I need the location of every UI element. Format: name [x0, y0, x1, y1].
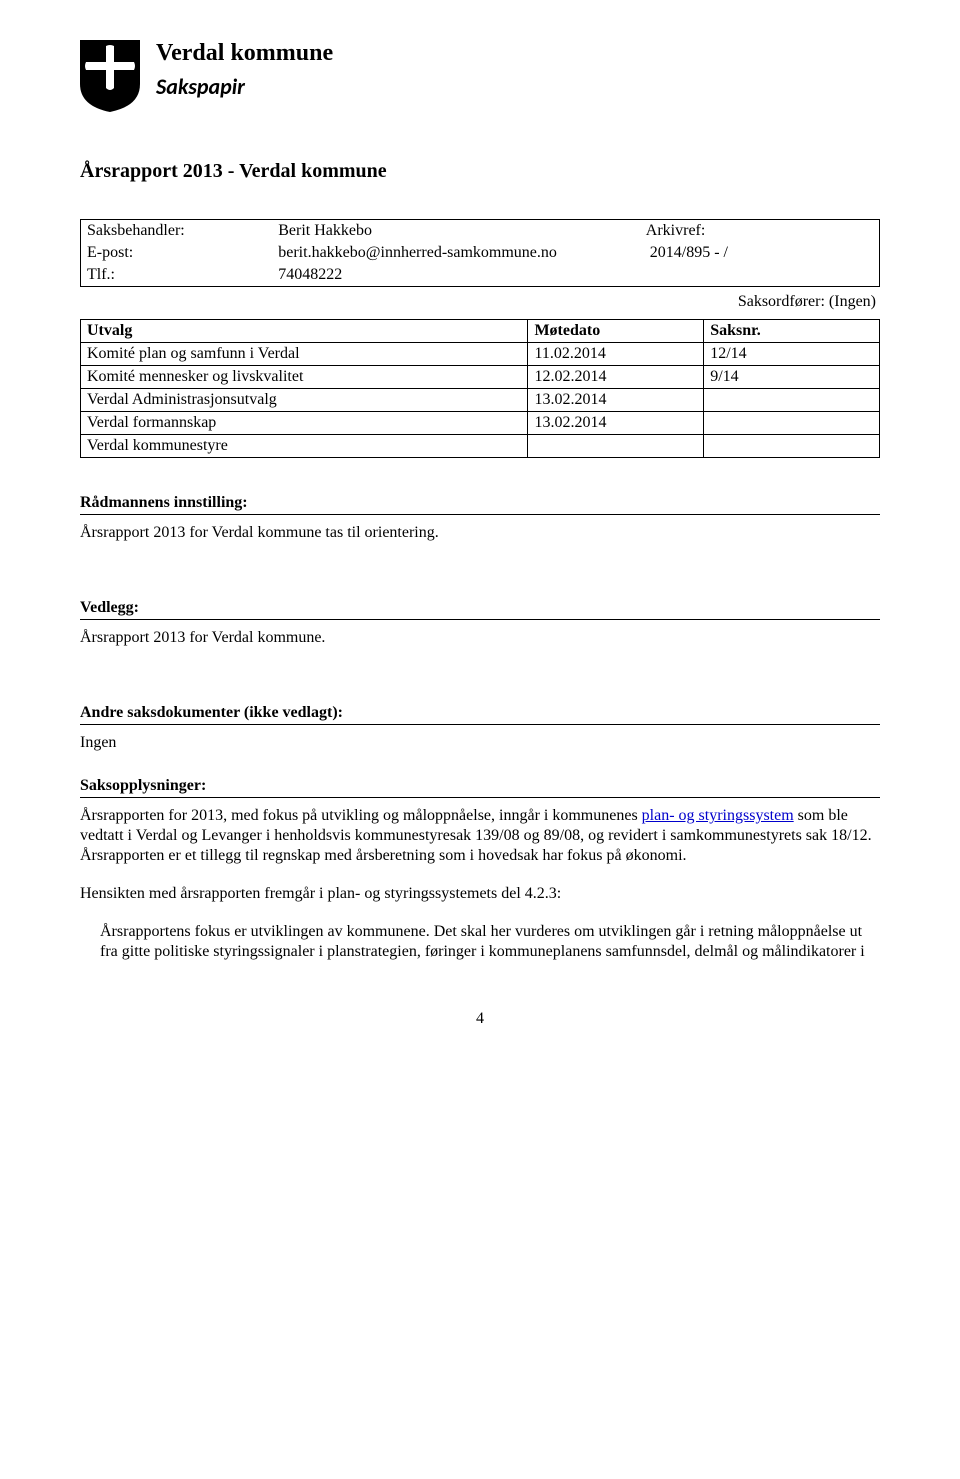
meta-blank	[752, 242, 880, 264]
table-row: Verdal kommunestyre	[81, 435, 880, 458]
document-type: Sakspapir	[156, 73, 333, 100]
table-row: Verdal formannskap 13.02.2014	[81, 412, 880, 435]
saksoppl-p2: Hensikten med årsrapporten fremgår i pla…	[80, 884, 880, 904]
organization-name: Verdal kommune	[156, 40, 333, 67]
saksordforer-line: Saksordfører: (Ingen)	[80, 293, 880, 311]
cell-utvalg: Verdal kommunestyre	[81, 435, 528, 458]
page-number: 4	[80, 1010, 880, 1028]
cell-utvalg: Komité mennesker og livskvalitet	[81, 366, 528, 389]
meta-label-epost: E-post:	[81, 242, 273, 264]
cell-saksnr	[704, 435, 880, 458]
cell-saksnr: 9/14	[704, 366, 880, 389]
cell-motedato: 13.02.2014	[528, 412, 704, 435]
meta-value-tlf: 74048222	[272, 264, 640, 287]
document-header: Verdal kommune Sakspapir	[80, 40, 880, 112]
cell-utvalg: Verdal formannskap	[81, 412, 528, 435]
municipality-shield-icon	[80, 40, 140, 112]
document-page: Verdal kommune Sakspapir Årsrapport 2013…	[0, 0, 960, 1068]
meta-blank3	[752, 264, 880, 287]
cell-saksnr: 12/14	[704, 343, 880, 366]
table-row: Komité mennesker og livskvalitet 12.02.2…	[81, 366, 880, 389]
cell-motedato: 12.02.2014	[528, 366, 704, 389]
cell-saksnr	[704, 389, 880, 412]
table-row: Komité plan og samfunn i Verdal 11.02.20…	[81, 343, 880, 366]
cell-utvalg: Verdal Administrasjonsutvalg	[81, 389, 528, 412]
meta-table: Saksbehandler: Berit Hakkebo Arkivref: E…	[80, 219, 880, 287]
innstilling-body: Årsrapport 2013 for Verdal kommune tas t…	[80, 523, 880, 543]
saksoppl-p1-pre: Årsrapporten for 2013, med fokus på utvi…	[80, 807, 642, 824]
meta-label-arkivref: Arkivref:	[640, 220, 752, 243]
andre-body: Ingen	[80, 733, 880, 753]
plan-styringssystem-link[interactable]: plan- og styringssystem	[642, 807, 794, 824]
section-head-vedlegg: Vedlegg:	[80, 599, 880, 620]
meta-value-arkivref-blank	[752, 220, 880, 243]
vedlegg-body: Årsrapport 2013 for Verdal kommune.	[80, 628, 880, 648]
cell-motedato: 11.02.2014	[528, 343, 704, 366]
utvalg-table: Utvalg Møtedato Saksnr. Komité plan og s…	[80, 319, 880, 458]
document-title: Årsrapport 2013 - Verdal kommune	[80, 160, 880, 183]
meta-value-saksbehandler: Berit Hakkebo	[272, 220, 640, 243]
meta-value-epost: berit.hakkebo@innherred-samkommune.no	[272, 242, 640, 264]
th-motedato: Møtedato	[528, 320, 704, 343]
cell-motedato: 13.02.2014	[528, 389, 704, 412]
meta-label-tlf: Tlf.:	[81, 264, 273, 287]
cell-utvalg: Komité plan og samfunn i Verdal	[81, 343, 528, 366]
meta-value-arkivref: 2014/895 - /	[640, 242, 752, 264]
cell-motedato	[528, 435, 704, 458]
th-utvalg: Utvalg	[81, 320, 528, 343]
section-head-innstilling: Rådmannens innstilling:	[80, 494, 880, 515]
section-head-andre: Andre saksdokumenter (ikke vedlagt):	[80, 704, 880, 725]
table-row: Verdal Administrasjonsutvalg 13.02.2014	[81, 389, 880, 412]
meta-label-saksbehandler: Saksbehandler:	[81, 220, 273, 243]
saksoppl-p3: Årsrapportens fokus er utviklingen av ko…	[100, 922, 880, 962]
meta-blank2	[640, 264, 752, 287]
th-saksnr: Saksnr.	[704, 320, 880, 343]
header-text-block: Verdal kommune Sakspapir	[156, 40, 333, 100]
saksoppl-p1: Årsrapporten for 2013, med fokus på utvi…	[80, 806, 880, 866]
cell-saksnr	[704, 412, 880, 435]
section-head-saksoppl: Saksopplysninger:	[80, 777, 880, 798]
utvalg-header-row: Utvalg Møtedato Saksnr.	[81, 320, 880, 343]
